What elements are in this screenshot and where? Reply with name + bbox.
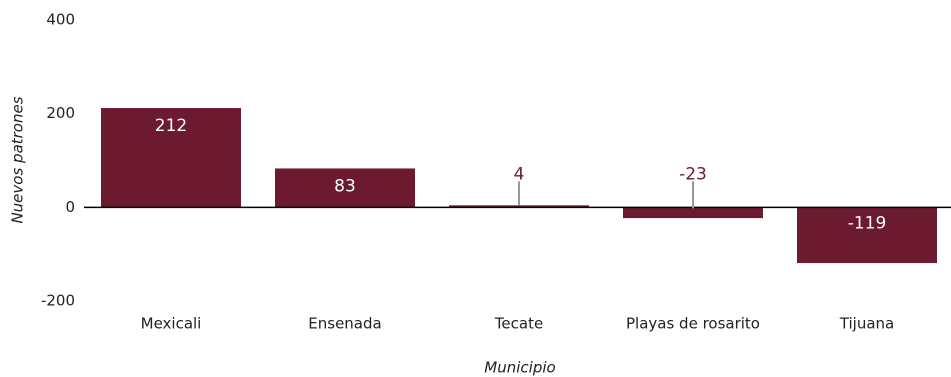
- bar: [275, 168, 415, 208]
- leader-lines: [518, 181, 694, 209]
- category-label: Tecate: [494, 315, 543, 333]
- y-axis-ticks: -200 0 200 400: [41, 11, 75, 310]
- bar: [449, 205, 589, 208]
- y-tick-label: -200: [41, 292, 75, 310]
- data-label: 4: [514, 164, 525, 184]
- bar: [797, 207, 937, 264]
- data-label: 212: [155, 116, 187, 136]
- bar: [101, 108, 241, 208]
- category-label: Ensenada: [308, 315, 381, 333]
- category-label: Playas de rosarito: [626, 315, 760, 333]
- x-axis-categories: Mexicali Ensenada Tecate Playas de rosarito…: [141, 315, 895, 333]
- bars: [101, 108, 937, 264]
- bar: [623, 207, 763, 219]
- y-axis-title: Nuevos patrones: [9, 96, 27, 223]
- category-label: Tijuana: [839, 315, 894, 333]
- data-labels: 212 83 4 -23 -119: [155, 116, 887, 233]
- y-tick-label: 0: [65, 198, 75, 216]
- y-tick-label: 200: [46, 104, 75, 122]
- data-label: 83: [334, 176, 356, 196]
- data-label: -23: [679, 164, 707, 184]
- y-tick-label: 400: [46, 11, 75, 29]
- x-axis-title: Municipio: [484, 359, 555, 377]
- data-label: -119: [848, 213, 887, 233]
- category-label: Mexicali: [141, 315, 202, 333]
